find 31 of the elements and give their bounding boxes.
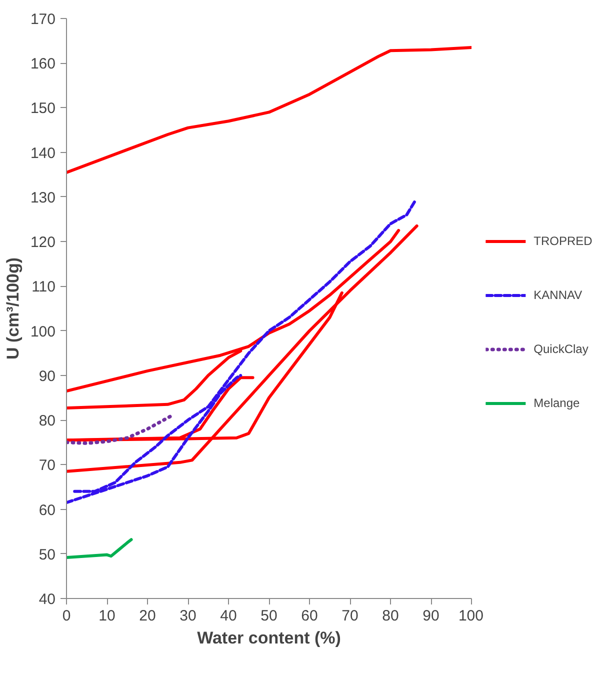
legend-label: TROPRED xyxy=(534,234,592,248)
x-tick-label: 10 xyxy=(98,608,116,624)
y-tick-label: 130 xyxy=(30,189,56,206)
y-tick-label: 110 xyxy=(32,278,56,296)
x-tick-label: 100 xyxy=(458,608,484,624)
x-tick-label: 20 xyxy=(139,608,156,624)
y-tick-label: 90 xyxy=(38,368,56,385)
x-tick-label: 60 xyxy=(301,608,318,624)
y-tick-label: 150 xyxy=(30,100,56,118)
y-tick-label: 50 xyxy=(38,546,56,564)
y-tick-label: 80 xyxy=(38,412,56,430)
y-tick-label: 70 xyxy=(38,457,56,474)
legend-label: Melange xyxy=(534,396,580,410)
legend-label: KANNAV xyxy=(534,288,582,302)
y-tick-label: 170 xyxy=(30,11,56,28)
x-tick-label: 80 xyxy=(382,608,399,624)
y-tick-label: 40 xyxy=(38,591,56,608)
x-tick-label: 90 xyxy=(422,608,440,624)
y-axis-title: U (cm³/100g) xyxy=(3,257,22,360)
y-tick-label: 100 xyxy=(30,323,56,340)
y-tick-label: 140 xyxy=(30,144,56,162)
x-axis-title: Water content (%) xyxy=(197,628,341,648)
x-tick-label: 50 xyxy=(260,608,278,624)
x-tick-label: 30 xyxy=(180,608,196,624)
y-tick-label: 60 xyxy=(38,502,56,519)
x-tick-label: 0 xyxy=(62,608,71,624)
x-tick-label: 70 xyxy=(342,608,358,624)
y-tick-label: 120 xyxy=(30,234,56,252)
x-tick-label: 40 xyxy=(220,608,237,624)
y-tick-label: 160 xyxy=(30,56,56,73)
legend-label: QuickClay xyxy=(534,342,588,356)
